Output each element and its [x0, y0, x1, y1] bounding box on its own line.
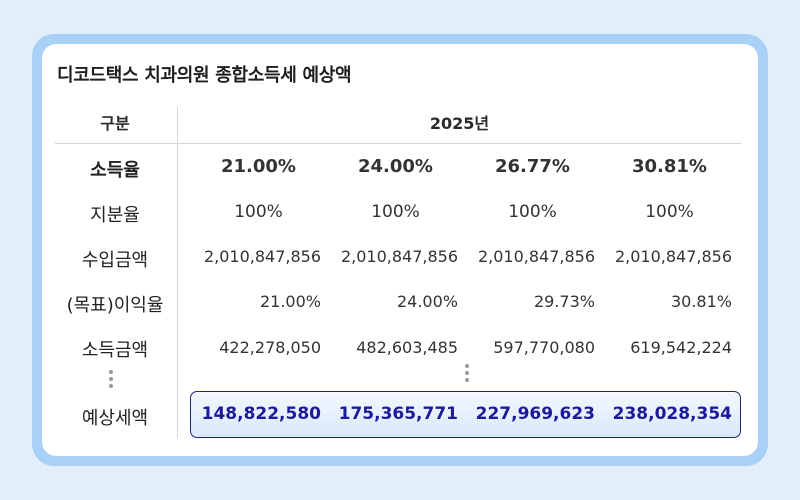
revenue-col4: 2,010,847,856	[614, 247, 732, 266]
row-label-income-amount: 소득금액	[81, 340, 149, 361]
income-amount-col1: 422,278,050	[219, 338, 321, 357]
income-amount-col4: 619,542,224	[630, 338, 732, 357]
row-label-revenue: 수입금액	[81, 250, 149, 271]
revenue-col2: 2,010,847,856	[340, 247, 458, 266]
profit-rate-col4: 30.81%	[670, 292, 732, 311]
row-label-target-profit-rate: (목표)이익율	[66, 295, 164, 316]
profit-rate-col2: 24.00%	[396, 292, 458, 311]
share-rate-col3: 100%	[508, 202, 557, 222]
income-rate-col3: 26.77%	[495, 156, 570, 177]
estimated-tax-col1: 148,822,580	[201, 404, 321, 424]
share-rate-col2: 100%	[371, 202, 420, 222]
estimated-tax-highlight	[190, 391, 741, 438]
header-divider	[55, 143, 741, 144]
income-rate-col1: 21.00%	[221, 156, 296, 177]
estimated-tax-col2: 175,365,771	[338, 404, 458, 424]
income-amount-col3: 597,770,080	[493, 338, 595, 357]
income-amount-col2: 482,603,485	[356, 338, 458, 357]
income-rate-col2: 24.00%	[358, 156, 433, 177]
income-rate-col4: 30.81%	[632, 156, 707, 177]
column-divider	[177, 107, 178, 438]
share-rate-col4: 100%	[645, 202, 694, 222]
profit-rate-col1: 21.00%	[259, 292, 321, 311]
row-label-share-rate: 지분율	[90, 205, 140, 226]
share-rate-col1: 100%	[234, 202, 283, 222]
estimated-tax-col3: 227,969,623	[475, 404, 595, 424]
revenue-col1: 2,010,847,856	[203, 247, 321, 266]
vertical-ellipsis-icon	[108, 370, 114, 391]
estimated-tax-col4: 238,028,354	[612, 404, 732, 424]
card-title: 디코드택스 치과의원 종합소득세 예상액	[57, 65, 352, 86]
revenue-col3: 2,010,847,856	[477, 247, 595, 266]
vertical-ellipsis-icon	[464, 364, 470, 385]
row-label-income-rate: 소득율	[90, 160, 140, 181]
tax-estimate-card	[42, 44, 758, 456]
row-label-estimated-tax: 예상세액	[81, 408, 149, 429]
header-year: 2025년	[429, 114, 490, 133]
profit-rate-col3: 29.73%	[533, 292, 595, 311]
header-category: 구분	[100, 114, 130, 133]
